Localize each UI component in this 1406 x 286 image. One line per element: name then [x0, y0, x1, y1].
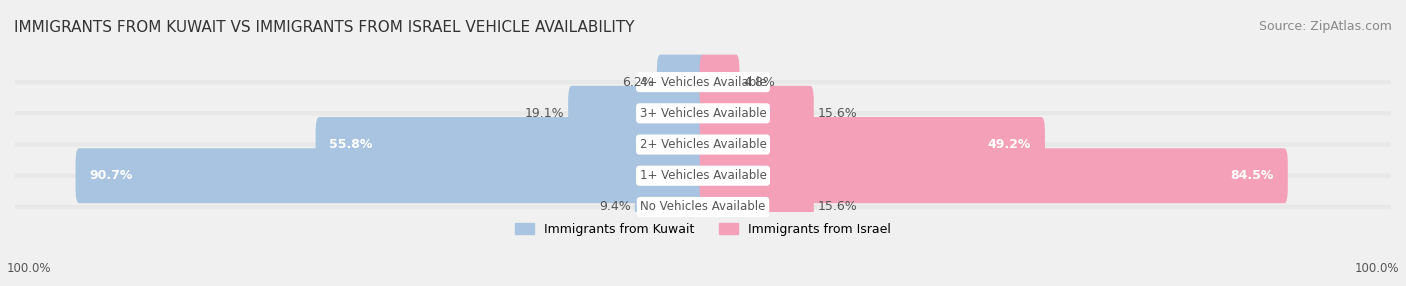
FancyBboxPatch shape: [15, 174, 1391, 178]
FancyBboxPatch shape: [76, 148, 706, 203]
FancyBboxPatch shape: [636, 180, 706, 235]
Text: 15.6%: 15.6%: [817, 200, 858, 213]
FancyBboxPatch shape: [700, 180, 814, 235]
Text: 3+ Vehicles Available: 3+ Vehicles Available: [640, 107, 766, 120]
FancyBboxPatch shape: [15, 205, 1391, 209]
Text: 4.8%: 4.8%: [742, 76, 775, 89]
Text: 84.5%: 84.5%: [1230, 169, 1274, 182]
Text: 15.6%: 15.6%: [817, 107, 858, 120]
Text: 100.0%: 100.0%: [7, 262, 52, 275]
FancyBboxPatch shape: [316, 117, 706, 172]
Text: 90.7%: 90.7%: [90, 169, 132, 182]
Text: 49.2%: 49.2%: [988, 138, 1031, 151]
Text: 6.2%: 6.2%: [621, 76, 654, 89]
Text: No Vehicles Available: No Vehicles Available: [640, 200, 766, 213]
FancyBboxPatch shape: [700, 86, 814, 141]
FancyBboxPatch shape: [700, 55, 740, 110]
Text: 2+ Vehicles Available: 2+ Vehicles Available: [640, 138, 766, 151]
Text: 4+ Vehicles Available: 4+ Vehicles Available: [640, 76, 766, 89]
FancyBboxPatch shape: [700, 148, 1288, 203]
Text: 1+ Vehicles Available: 1+ Vehicles Available: [640, 169, 766, 182]
Text: 100.0%: 100.0%: [1354, 262, 1399, 275]
FancyBboxPatch shape: [15, 142, 1391, 147]
Text: 55.8%: 55.8%: [329, 138, 373, 151]
Text: 9.4%: 9.4%: [600, 200, 631, 213]
Text: Source: ZipAtlas.com: Source: ZipAtlas.com: [1258, 20, 1392, 33]
FancyBboxPatch shape: [15, 111, 1391, 116]
Text: 19.1%: 19.1%: [524, 107, 565, 120]
Legend: Immigrants from Kuwait, Immigrants from Israel: Immigrants from Kuwait, Immigrants from …: [510, 218, 896, 241]
FancyBboxPatch shape: [700, 117, 1045, 172]
Text: IMMIGRANTS FROM KUWAIT VS IMMIGRANTS FROM ISRAEL VEHICLE AVAILABILITY: IMMIGRANTS FROM KUWAIT VS IMMIGRANTS FRO…: [14, 20, 634, 35]
FancyBboxPatch shape: [568, 86, 706, 141]
FancyBboxPatch shape: [657, 55, 706, 110]
FancyBboxPatch shape: [15, 80, 1391, 84]
